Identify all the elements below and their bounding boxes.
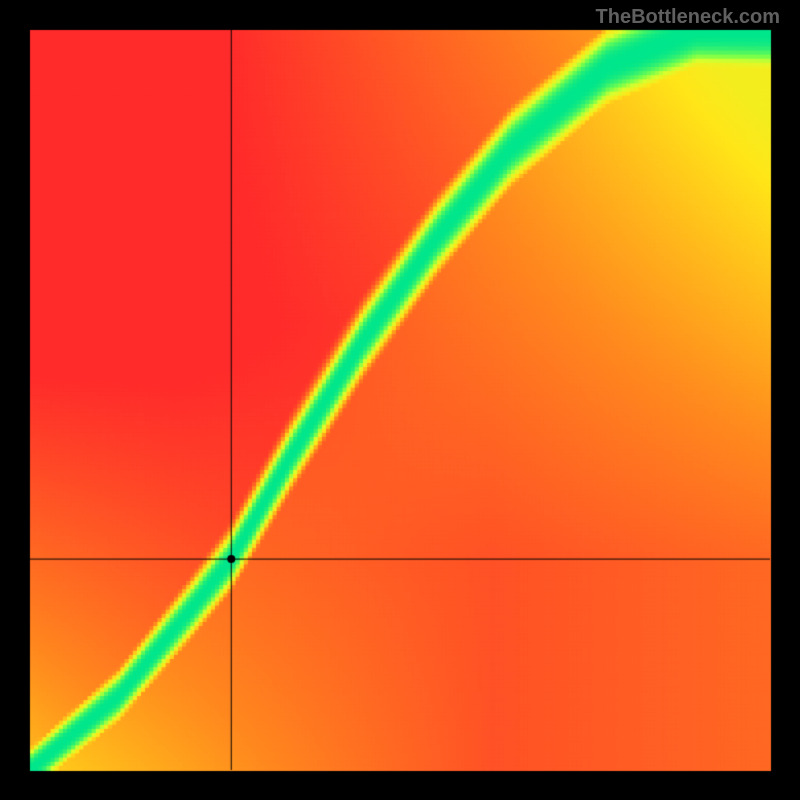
heatmap-canvas <box>0 0 800 800</box>
chart-container: TheBottleneck.com <box>0 0 800 800</box>
watermark-text: TheBottleneck.com <box>596 6 780 29</box>
